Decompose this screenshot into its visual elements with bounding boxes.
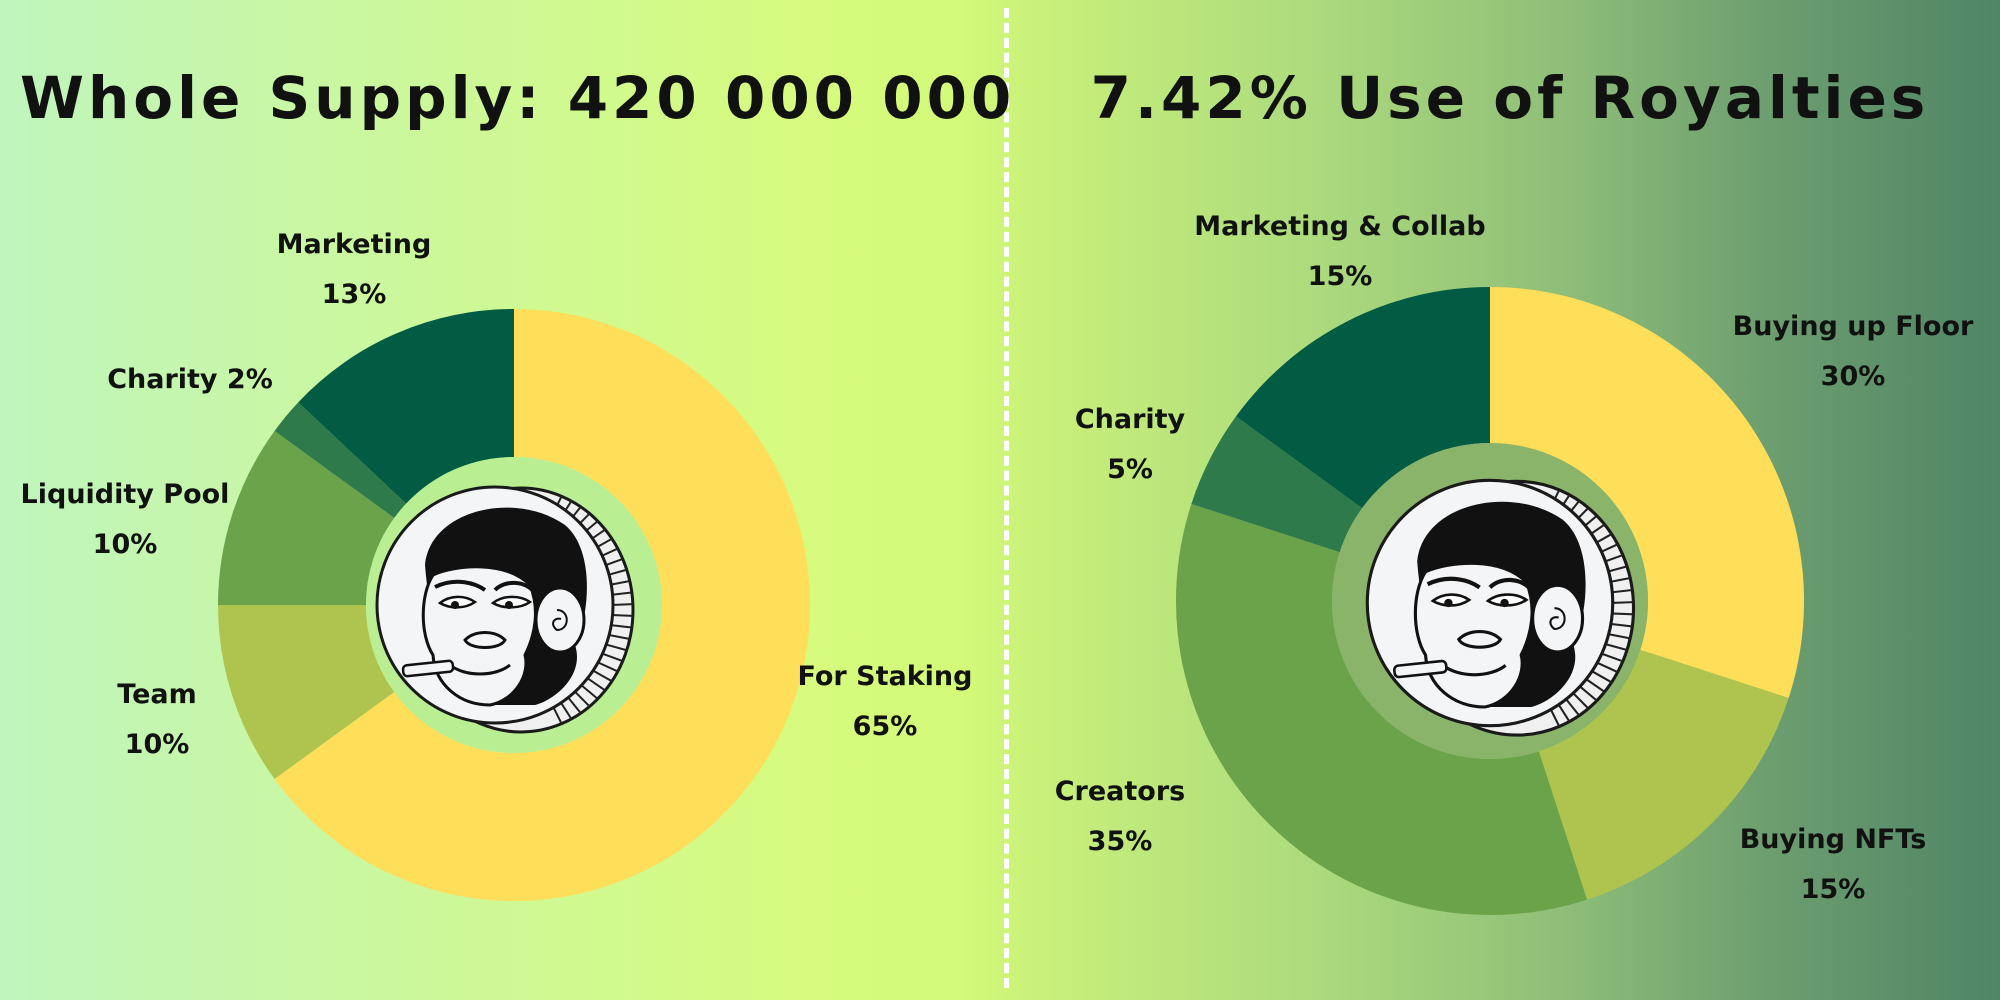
slice-label-charity: Charity 2%	[107, 364, 273, 395]
slice-label-for-staking: For Staking	[798, 661, 973, 692]
slice-label-buying-up-floor-value: 30%	[1821, 361, 1886, 392]
slice-label-buying-nfts: Buying NFTs	[1740, 824, 1927, 855]
slice-label-charity: Charity	[1075, 404, 1186, 435]
slice-label-buying-up-floor: Buying up Floor	[1733, 311, 1974, 342]
slice-label-creators-value: 35%	[1088, 826, 1153, 857]
slice-label-marketing-value: 13%	[322, 279, 387, 310]
pie-slice-for-staking	[274, 309, 810, 901]
slice-label-liquidity-pool: Liquidity Pool	[21, 479, 230, 510]
pie-slice-liquidity-pool	[218, 431, 395, 605]
pie-slice-team	[218, 605, 395, 779]
pie-slice-marketing-and-collab	[1235, 287, 1490, 509]
slice-label-team-value: 10%	[125, 729, 190, 760]
ape-coin-logo	[375, 485, 635, 734]
slice-label-team: Team	[117, 679, 197, 710]
slice-label-for-staking-value: 65%	[853, 711, 918, 742]
pie-slice-buying-nfts	[1538, 649, 1789, 900]
ape-coin-logo	[1365, 478, 1636, 737]
pie-slice-buying-up-floor	[1490, 287, 1805, 699]
title-whole-supply: Whole Supply: 420 000 000	[20, 64, 1016, 132]
slice-label-liquidity-pool-value: 10%	[93, 529, 158, 560]
slice-label-buying-nfts-value: 15%	[1801, 874, 1866, 905]
pie-slice-marketing	[298, 309, 514, 504]
slice-label-marketing: Marketing	[277, 229, 432, 260]
pie-slice-creators	[1176, 503, 1588, 916]
pie-slice-charity	[274, 402, 407, 519]
slice-label-creators: Creators	[1055, 776, 1186, 807]
slice-label-charity-value: 5%	[1107, 454, 1153, 485]
slice-label-marketing-and-collab-value: 15%	[1308, 261, 1373, 292]
slice-label-marketing-and-collab: Marketing & Collab	[1194, 211, 1485, 242]
title-royalties: 7.42% Use of Royalties	[1090, 64, 1930, 132]
panel-divider	[1004, 8, 1009, 988]
pie-slice-charity	[1191, 416, 1363, 553]
